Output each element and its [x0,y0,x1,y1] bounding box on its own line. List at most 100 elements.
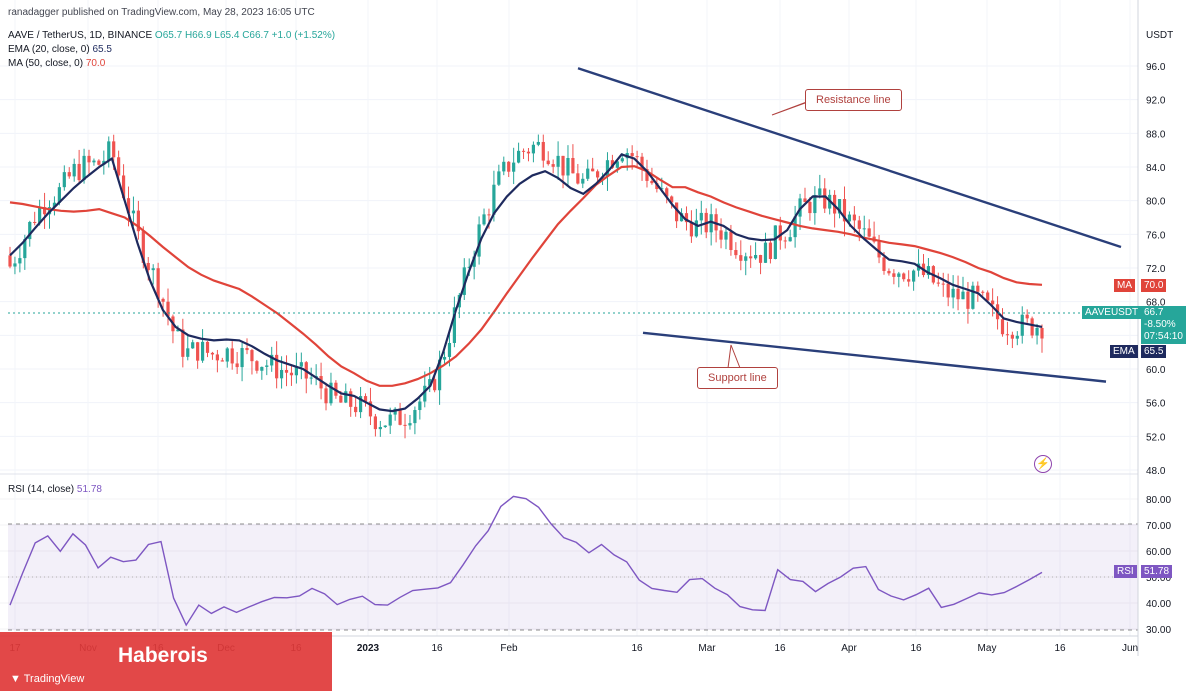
resistance-line-label[interactable]: Resistance line [805,89,902,111]
candle-body [749,256,753,259]
candle-body [428,379,432,386]
ma-value: 70.0 [85,58,106,69]
candle-body [516,150,521,163]
candle-body [655,183,659,190]
candle-body [275,354,279,379]
candle-body [220,360,224,362]
candle-body [235,363,239,368]
candle-body [521,150,526,152]
candle-body [862,228,866,230]
symbol-tag-label: AAVEUSDT [1085,307,1139,318]
price-tick-label: 88.0 [1146,129,1166,140]
candle-body [33,221,37,223]
time-tick-label: 16 [910,643,922,654]
candle-body [403,424,407,426]
symbol-tag-change: -8.50% [1144,319,1176,330]
candle-body [433,379,437,391]
rsi-label: RSI (14, close) [8,484,75,495]
candle-body [556,155,560,167]
candle-body [946,283,950,298]
rsi-tag-value: 51.78 [1144,566,1170,577]
ma-header[interactable]: MA (50, close, 0) 70.0 [8,58,105,69]
candle-body [837,199,842,214]
trendlines[interactable] [577,67,1122,383]
candle-body [121,175,126,199]
candle-body [131,210,136,214]
ema-header[interactable]: EMA (20, close, 0) 65.5 [8,44,112,55]
support-trendline[interactable] [642,331,1107,383]
support-line-label[interactable]: Support line [697,367,778,389]
candle-body [67,172,71,177]
candle-body [763,242,768,263]
candle-body [645,169,649,181]
candle-body [709,214,713,233]
candle-body [383,425,387,428]
price-tick-label: 80.0 [1146,197,1166,208]
candle-body [319,376,323,389]
candle-body [240,348,244,368]
support-callout-pointer [727,344,741,369]
candle-body [260,366,264,371]
candle-body [289,372,294,376]
symbol-header[interactable]: AAVE / TetherUS, 1D, BINANCE O65.7 H66.9… [8,30,335,41]
candle-body [714,214,718,231]
price-tick-label: 96.0 [1146,62,1166,73]
ema-price-tag: EMA [1110,345,1138,358]
candle-body [467,266,471,268]
time-tick-label: Mar [698,643,716,654]
candle-body [112,141,116,158]
resistance-trendline[interactable] [577,67,1122,249]
symbol-price-tag: AAVEUSDT [1082,306,1142,319]
candle-body [265,365,269,367]
candle-body [413,410,417,424]
ma-value-tag: 70.0 [1141,279,1167,292]
candle-body [546,160,550,165]
candle-body [675,202,679,222]
candle-body [205,341,210,353]
candle-body [354,406,358,413]
candle-body [191,342,195,349]
candle-body [724,231,728,240]
price-tick-label: 76.0 [1146,230,1166,241]
time-tick-label: Jun [1122,643,1138,654]
ema-20-line [9,153,1043,413]
rsi-tick-label: 40.00 [1146,599,1171,610]
candle-body [225,348,229,362]
candle-body [729,231,733,251]
symbol-label: AAVE / TetherUS, 1D, BINANCE [8,30,153,41]
candle-body [97,160,101,165]
lightning-icon[interactable]: ⚡ [1034,455,1052,473]
candle-body [77,163,81,181]
candle-body [670,196,674,203]
candle-body [8,255,12,267]
candle-body [610,160,615,168]
candle-body [595,171,600,178]
candle-body [200,341,205,361]
candle-body [961,291,965,300]
candle-body [699,212,703,221]
candle-body [842,199,847,222]
candle-body [447,342,452,357]
candle-body [640,156,644,170]
candle-body [793,216,797,238]
candle-body [650,180,654,184]
candle-body [52,202,57,208]
candle-body [497,171,501,185]
candle-body [566,157,570,176]
candle-body [28,221,32,240]
candle-body [581,178,585,184]
candle-body [398,408,402,425]
rsi-header[interactable]: RSI (14, close) 51.78 [8,484,102,495]
candle-body [531,144,536,154]
candle-body [196,342,200,361]
candle-body [117,157,121,176]
candle-body [299,362,303,367]
ma-50-line [9,165,1043,387]
candle-body [512,162,516,172]
candle-body [788,237,792,242]
candle-body [462,267,466,295]
candle-body [418,401,422,411]
candle-body [635,156,639,158]
rsi-tick-label: 70.00 [1146,521,1171,532]
